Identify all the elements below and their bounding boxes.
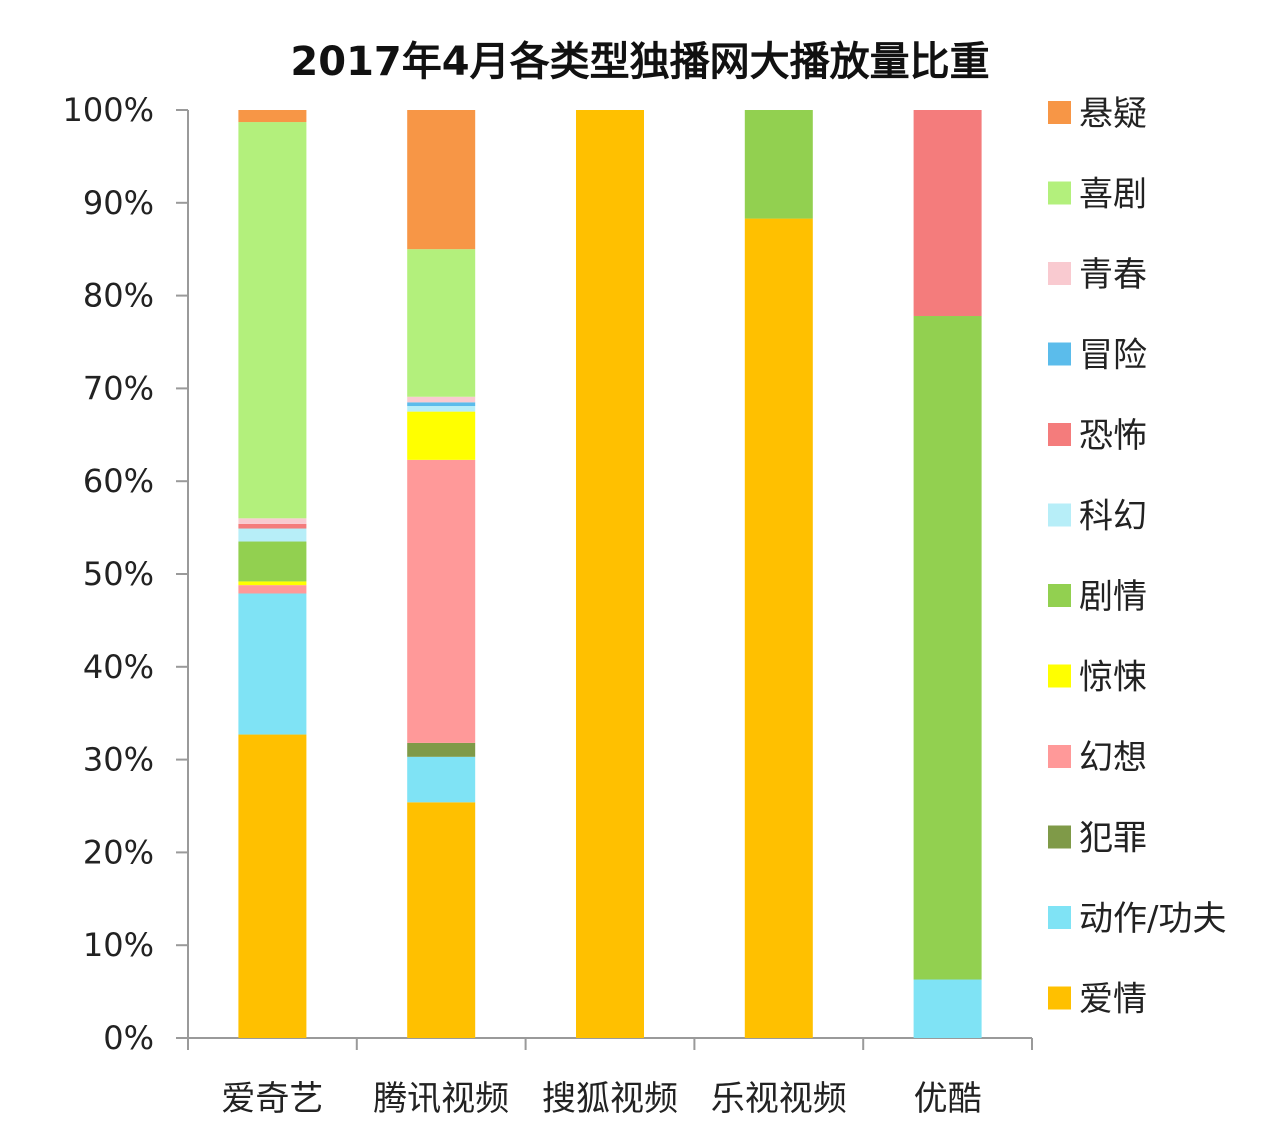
bar-segment	[407, 742, 476, 757]
legend-swatch	[1048, 906, 1071, 929]
bar-segment	[238, 734, 307, 1038]
bar-segment	[407, 249, 476, 397]
bar-segment	[744, 218, 813, 1039]
bar-segment	[407, 110, 476, 250]
bar-segment	[407, 396, 476, 403]
legend-label: 动作/功夫	[1079, 899, 1226, 939]
legend-label: 喜剧	[1079, 175, 1147, 215]
legend-label: 青春	[1079, 255, 1147, 295]
bars	[238, 110, 982, 1039]
legend-label: 剧情	[1079, 577, 1147, 617]
x-tick-label: 优酷	[914, 1079, 982, 1119]
y-tick-label: 0%	[103, 1019, 154, 1057]
bar-segment	[744, 110, 813, 219]
legend-item: 悬疑	[1048, 94, 1147, 134]
bar-segment	[238, 541, 307, 582]
legend-swatch	[1048, 423, 1071, 446]
y-axis: 0% 10% 20% 30% 40% 50% 60% 70% 80% 90% 100%	[63, 91, 189, 1057]
x-tick-label: 乐视视频	[711, 1079, 847, 1119]
legend-swatch	[1048, 262, 1071, 285]
y-tick-label: 80%	[83, 277, 154, 315]
legend-item: 幻想	[1048, 738, 1147, 778]
bar-segment	[576, 110, 644, 1038]
bar-segment	[238, 528, 307, 542]
bar-segment	[238, 122, 307, 519]
bar-segment	[238, 523, 307, 529]
bar-segment	[407, 402, 476, 407]
x-axis: 爱奇艺 腾讯视频 搜狐视频 乐视视频 优酷	[187, 1037, 1033, 1119]
bar-segment	[238, 581, 307, 586]
bar-segment	[913, 316, 982, 980]
legend-item: 恐怖	[1048, 416, 1147, 456]
bar-segment	[407, 459, 476, 743]
y-tick-label: 50%	[83, 555, 154, 593]
y-tick-label: 20%	[83, 833, 154, 871]
legend-swatch	[1048, 745, 1071, 768]
bar-segment	[238, 585, 307, 594]
legend-label: 悬疑	[1079, 94, 1147, 134]
bar-segment	[407, 406, 476, 412]
legend-label: 科幻	[1079, 497, 1147, 537]
legend-swatch	[1048, 101, 1071, 124]
bar-segment	[238, 110, 307, 123]
bar-segment	[407, 411, 476, 460]
legend-swatch	[1048, 503, 1071, 527]
legend-swatch	[1048, 664, 1071, 688]
legend-swatch	[1048, 986, 1071, 1010]
legend-label: 爱情	[1079, 980, 1147, 1020]
legend-swatch	[1048, 584, 1071, 607]
bar-segment	[238, 593, 307, 735]
y-tick-label: 60%	[83, 462, 154, 500]
legend-item: 剧情	[1048, 577, 1147, 617]
bar-segment	[913, 110, 982, 317]
legend-swatch	[1048, 825, 1071, 849]
y-tick-label: 30%	[83, 741, 154, 779]
y-tick-label: 100%	[63, 91, 154, 129]
legend-label: 幻想	[1079, 738, 1147, 778]
legend-label: 恐怖	[1079, 416, 1147, 456]
legend-item: 青春	[1048, 255, 1147, 295]
x-tick-label: 搜狐视频	[542, 1079, 678, 1119]
legend-label: 冒险	[1079, 336, 1147, 376]
y-tick-label: 70%	[83, 369, 154, 407]
legend-item: 犯罪	[1048, 819, 1147, 859]
legend-label: 犯罪	[1079, 819, 1147, 859]
legend-item: 科幻	[1048, 497, 1147, 537]
legend-label: 惊悚	[1079, 658, 1147, 698]
bar-segment	[407, 802, 476, 1038]
legend-item: 惊悚	[1048, 658, 1147, 698]
y-tick-label: 10%	[83, 926, 154, 964]
chart-title: 2017年4月各类型独播网大播放量比重	[290, 39, 989, 85]
legend-swatch	[1048, 342, 1071, 366]
legend-swatch	[1048, 181, 1071, 205]
legend-item: 动作/功夫	[1048, 899, 1226, 939]
legend-item: 冒险	[1048, 336, 1147, 376]
bar-segment	[238, 518, 307, 524]
y-tick-label: 90%	[83, 184, 154, 222]
legend-item: 喜剧	[1048, 175, 1147, 215]
x-tick-label: 腾讯视频	[373, 1079, 509, 1119]
bar-segment	[407, 756, 476, 803]
y-tick-label: 40%	[83, 648, 154, 686]
x-tick-label: 爱奇艺	[221, 1079, 323, 1119]
bar-segment	[913, 979, 982, 1038]
legend-item: 爱情	[1048, 980, 1147, 1020]
